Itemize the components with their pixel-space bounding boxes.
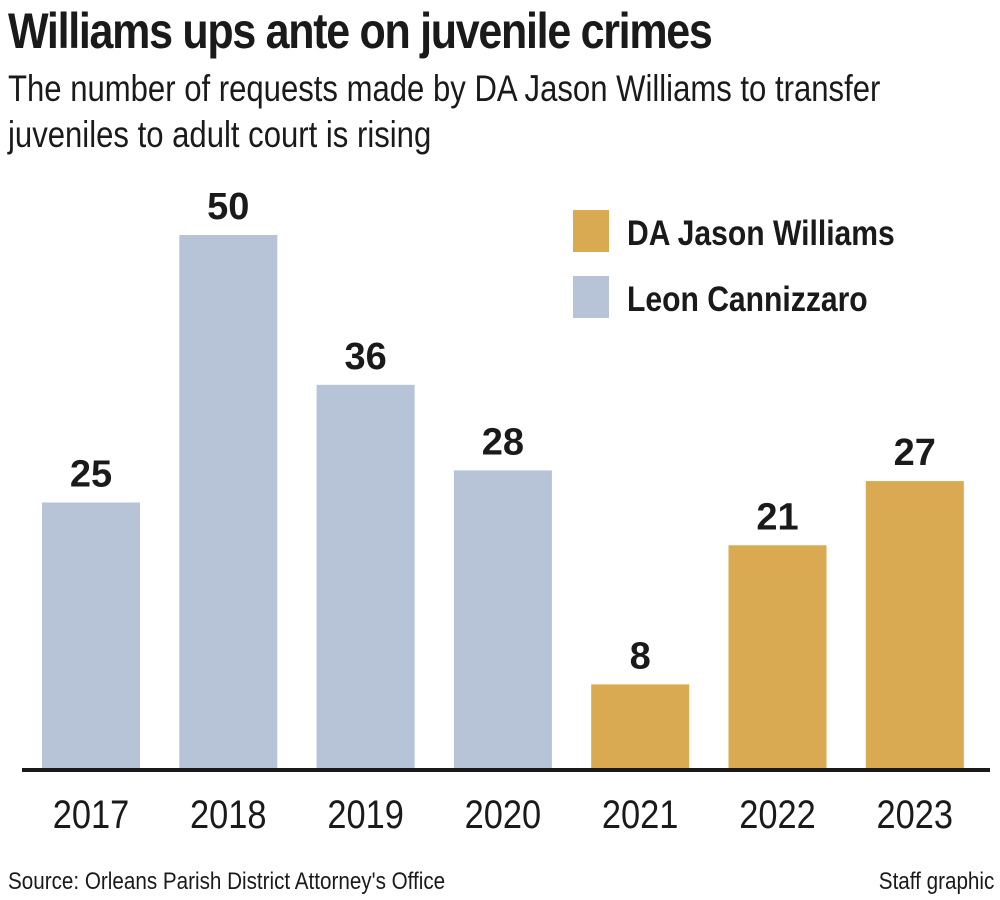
x-tick-label-2021: 2021 — [602, 792, 679, 837]
legend-label-williams: DA Jason Williams — [627, 213, 895, 253]
x-tick-label-2023: 2023 — [877, 792, 954, 837]
x-tick-label-2017: 2017 — [53, 792, 130, 837]
legend-label-cannizzaro: Leon Cannizzaro — [627, 279, 868, 319]
data-label-2023: 27 — [894, 432, 936, 474]
bar-2019 — [316, 384, 415, 770]
bar-2021 — [591, 684, 690, 770]
data-label-2018: 50 — [207, 186, 249, 228]
credit-note: Staff graphic — [878, 868, 994, 895]
bar-2018 — [179, 235, 278, 770]
x-tick-label-2019: 2019 — [327, 792, 404, 837]
x-tick-label-2020: 2020 — [465, 792, 542, 837]
bar-2017 — [42, 502, 140, 770]
data-label-2019: 36 — [344, 336, 386, 378]
data-label-2017: 25 — [70, 454, 112, 496]
legend-swatch-williams — [573, 210, 609, 252]
x-tick-label-2018: 2018 — [190, 792, 267, 837]
x-tick-label-2022: 2022 — [739, 792, 816, 837]
data-label-2020: 28 — [482, 421, 524, 463]
chart-subtitle: The number of requests made by DA Jason … — [8, 68, 881, 155]
legend-swatch-cannizzaro — [573, 276, 609, 318]
data-label-2022: 21 — [756, 496, 798, 538]
bar-2022 — [728, 545, 827, 770]
source-note: Source: Orleans Parish District Attorney… — [8, 868, 446, 895]
chart-title: Williams ups ante on juvenile crimes — [8, 3, 713, 59]
bar-2020 — [453, 470, 552, 770]
x-axis-line — [22, 768, 990, 772]
data-label-2021: 8 — [630, 635, 651, 677]
bar-2023 — [865, 481, 964, 770]
